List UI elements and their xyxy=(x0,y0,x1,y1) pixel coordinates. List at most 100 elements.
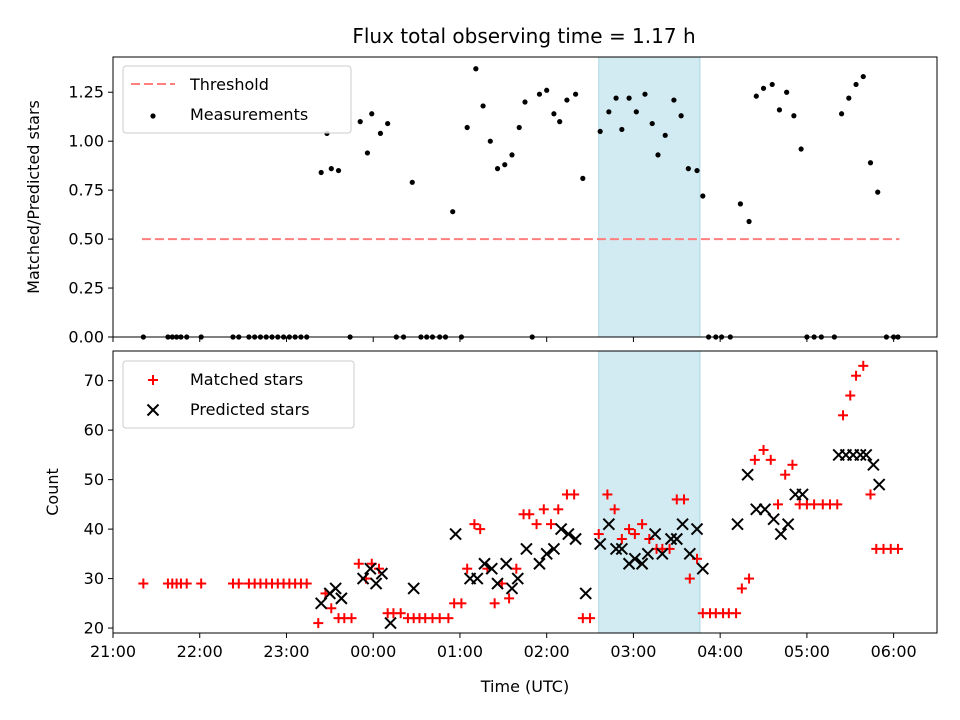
legend-label: Measurements xyxy=(190,105,308,124)
matched-star-marker xyxy=(504,593,515,604)
x-tick-label: 23:00 xyxy=(263,642,309,661)
top-legend: Threshold Measurements xyxy=(122,65,352,134)
predicted-star-marker xyxy=(356,572,370,585)
measurement-point xyxy=(760,85,767,91)
predicted-star-marker xyxy=(758,503,772,516)
x-tick-label: 05:00 xyxy=(784,642,830,661)
predicted-star-marker xyxy=(767,513,780,526)
measurement-point xyxy=(649,120,655,127)
shaded-interval-rect xyxy=(598,350,701,634)
predicted-star-marker xyxy=(499,557,513,570)
matched-star-marker xyxy=(313,618,324,629)
matched-star-marker xyxy=(593,529,604,540)
y-tick-label: 50 xyxy=(84,470,104,489)
predicted-star-marker xyxy=(648,527,662,541)
measurement-point xyxy=(494,166,501,172)
predicted-star-marker xyxy=(364,562,377,575)
predicted-star-marker xyxy=(854,448,867,462)
predicted-star-marker xyxy=(690,522,704,536)
matched-star-marker xyxy=(731,608,742,619)
measurement-point xyxy=(867,160,874,166)
measurement-point xyxy=(700,193,706,199)
predicted-star-marker xyxy=(731,517,744,531)
matched-star-marker xyxy=(892,543,903,554)
predicted-star-marker xyxy=(547,542,561,556)
measurement-point xyxy=(838,111,845,117)
matched-star-marker xyxy=(637,519,648,530)
matched-star-marker xyxy=(749,454,760,465)
measurement-point xyxy=(357,119,363,125)
predicted-star-marker xyxy=(609,542,623,556)
legend-measurement-swatch xyxy=(150,113,156,119)
measurement-point xyxy=(450,209,456,215)
x-tick-label: 21:00 xyxy=(90,642,136,661)
matched-star-marker xyxy=(301,578,312,589)
measurement-point xyxy=(328,166,334,172)
top-axis-ticks: 0.00 0.25 0.50 0.75 1.00 1.25 xyxy=(68,83,895,347)
y-tick-label: 1.25 xyxy=(68,83,104,102)
predicted-star-marker xyxy=(683,547,697,561)
matched-star-marker xyxy=(736,583,747,594)
matched-star-marker xyxy=(233,578,244,589)
matched-star-marker xyxy=(353,558,364,569)
measurement-point xyxy=(597,128,603,135)
predicted-star-marker xyxy=(375,567,389,580)
predicted-star-marker xyxy=(593,537,607,551)
measurement-point xyxy=(544,87,550,93)
measurement-point xyxy=(364,150,371,156)
measurement-point xyxy=(753,93,759,99)
measurement-point xyxy=(516,124,522,131)
matched-star-marker xyxy=(838,410,849,421)
predicted-star-marker xyxy=(676,517,689,531)
matched-star-marker xyxy=(138,578,149,589)
measurement-point xyxy=(633,109,639,115)
predicted-star-marker xyxy=(384,616,397,630)
matched-star-marker xyxy=(434,613,445,624)
bottom-panel: 20 30 40 50 60 70 21:00 22:00 23:00 00:00 01:00 02:… xyxy=(43,350,938,696)
matched-star-marker xyxy=(629,529,640,540)
predicted-star-marker xyxy=(554,522,568,536)
predicted-star-marker xyxy=(449,527,462,541)
matched-star-marker xyxy=(489,598,500,609)
x-tick-label: 02:00 xyxy=(524,642,570,661)
predicted-star-marker xyxy=(562,527,575,541)
predicted-star-marker xyxy=(656,547,669,561)
matched-star-marker xyxy=(546,519,557,530)
matched-star-marker xyxy=(832,499,843,510)
matched-star-marker xyxy=(616,534,627,544)
measurement-point xyxy=(626,95,632,101)
matched-star-marker xyxy=(684,573,695,584)
top-shaded-interval xyxy=(598,56,701,338)
predicted-star-marker xyxy=(569,532,582,546)
predicted-star-markers xyxy=(314,448,886,630)
matched-star-marker xyxy=(196,578,207,589)
measurement-point xyxy=(551,111,557,117)
y-tick-label: 0.50 xyxy=(68,230,104,249)
bottom-shaded-interval xyxy=(598,350,701,634)
bottom-axis-ticks: 20 30 40 50 60 70 21:00 22:00 23:00 00:00 01:00 02:… xyxy=(84,371,917,661)
matched-star-marker xyxy=(780,469,791,480)
predicted-star-marker xyxy=(664,532,678,546)
matched-star-marker xyxy=(765,454,776,465)
measurement-point xyxy=(606,109,612,115)
measurement-point xyxy=(464,124,470,131)
measurement-point xyxy=(473,66,479,72)
predicted-star-marker xyxy=(741,468,754,481)
predicted-star-marker xyxy=(670,532,683,546)
predicted-star-marker xyxy=(872,478,886,491)
legend-label: Threshold xyxy=(189,75,269,94)
matched-star-marker xyxy=(865,489,876,500)
legend-label: Matched stars xyxy=(190,370,303,389)
y-tick-label: 0.25 xyxy=(68,279,104,298)
predicted-star-marker xyxy=(485,562,498,575)
matched-star-marker xyxy=(624,524,635,535)
x-tick-label: 22:00 xyxy=(177,642,223,661)
legend-label: Predicted stars xyxy=(190,400,310,419)
measurement-point xyxy=(642,91,648,97)
y-tick-label: 60 xyxy=(84,421,104,440)
predicted-star-marker xyxy=(696,562,710,575)
x-tick-label: 03:00 xyxy=(610,642,656,661)
measurement-point xyxy=(791,113,797,119)
matched-star-marker xyxy=(181,578,192,589)
matched-star-marker xyxy=(443,613,454,624)
